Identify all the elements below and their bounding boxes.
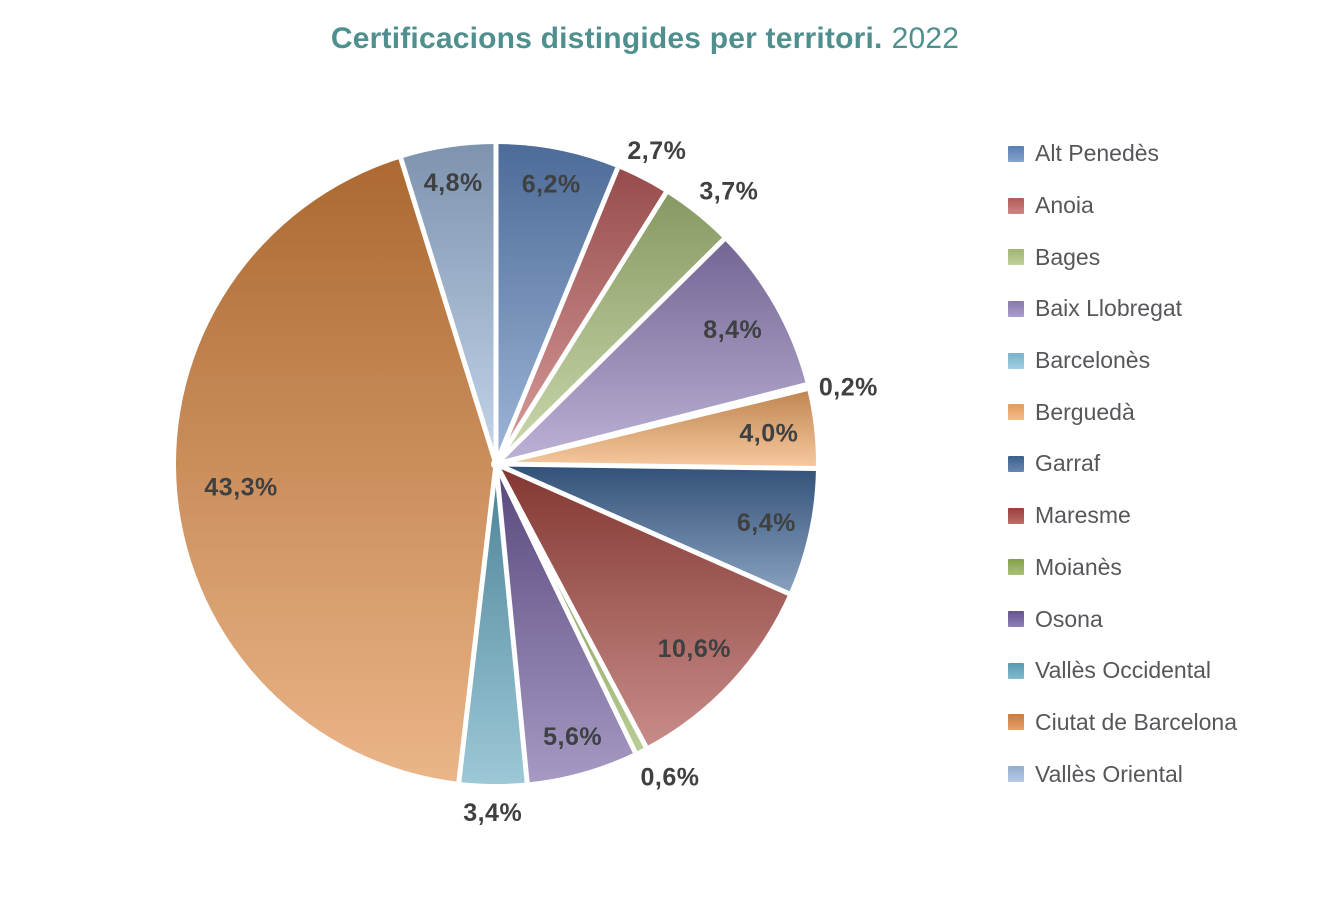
- slice-gap: [493, 462, 638, 754]
- pie-label-anoia: 2,7%: [627, 137, 686, 165]
- slice-gap: [493, 167, 620, 465]
- pie-slice-anoia: [496, 168, 666, 464]
- legend-label: Vallès Occidental: [1035, 657, 1211, 684]
- pie-label-maresme: 10,6%: [658, 635, 731, 663]
- pie-label-bages: 3,7%: [699, 178, 758, 206]
- chart-title-main: Certificacions distingides per territori…: [330, 22, 883, 55]
- pie-label-osona: 5,6%: [543, 723, 602, 751]
- legend-label: Vallès Oriental: [1035, 760, 1183, 787]
- legend-item-osona: Osona: [1008, 593, 1237, 645]
- legend-swatch-anoia: [1008, 197, 1024, 214]
- legend-label: Baix Llobregat: [1035, 295, 1183, 322]
- legend-swatch-osona: [1008, 611, 1024, 628]
- slice-gap: [494, 461, 790, 596]
- slice-gap: [398, 157, 499, 465]
- slice-gap: [493, 191, 669, 466]
- pie-center: [491, 459, 501, 469]
- legend-item-ciutat-de-barcelona: Ciutat de Barcelona: [1008, 697, 1237, 749]
- legend-item-bages: Bages: [1008, 231, 1237, 283]
- slice-gap: [495, 386, 808, 467]
- legend-item-garraf: Garraf: [1008, 438, 1237, 490]
- legend-swatch-moianes: [1008, 559, 1024, 576]
- pie-label-moianes: 0,6%: [641, 763, 700, 791]
- slice-gap: [493, 463, 530, 783]
- pie-label-bergueda: 4,0%: [739, 419, 798, 447]
- legend-label: Osona: [1035, 605, 1103, 632]
- pie-slice-maresme: [496, 464, 789, 747]
- pie-label-alt-penedes: 6,2%: [522, 171, 581, 199]
- legend-label: Berguedà: [1035, 398, 1135, 425]
- legend-swatch-baix-llobregat: [1008, 300, 1024, 317]
- legend-item-barcelones: Barcelonès: [1008, 335, 1237, 387]
- slice-gap: [494, 237, 726, 466]
- pie-label-valles-oriental: 4,8%: [424, 169, 483, 197]
- pie-slice-garraf: [496, 464, 816, 594]
- legend-item-maresme: Maresme: [1008, 490, 1237, 542]
- legend-label: Anoia: [1035, 192, 1094, 219]
- legend-swatch-valles-occidental: [1008, 662, 1024, 679]
- slice-gap: [456, 463, 499, 783]
- legend-label: Ciutat de Barcelona: [1035, 708, 1238, 735]
- legend-swatch-maresme: [1008, 507, 1024, 524]
- pie-chart: 6,2% 2,7% 3,7% 8,4% 0,2% 4,0% 6,4% 10,6% 0,6% 5,6…: [175, 137, 878, 827]
- pie-slice-valles-occidental: [458, 464, 528, 785]
- pie-label-garraf: 6,4%: [737, 509, 796, 537]
- pie-slice-baix-llobregat: [496, 239, 807, 464]
- pie-label-valles-occidental: 3,4%: [463, 799, 522, 827]
- legend-item-bergueda: Berguedà: [1008, 386, 1237, 438]
- legend-label: Maresme: [1035, 502, 1131, 529]
- legend-label: Moianès: [1035, 553, 1122, 580]
- chart-title: Certificacions distingides per territori…: [0, 22, 1290, 56]
- pie-label-barcelones: 0,2%: [819, 373, 878, 401]
- legend-swatch-valles-oriental: [1008, 766, 1024, 783]
- pie-slice-bages: [496, 192, 724, 464]
- legend-item-moianes: Moianès: [1008, 542, 1237, 594]
- legend-swatch-alt-penedes: [1008, 145, 1024, 162]
- legend: Alt Penedès Anoia Bages Baix Llobregat Barce…: [1008, 128, 1237, 800]
- legend-swatch-garraf: [1008, 455, 1024, 472]
- legend-item-alt-penedes: Alt Penedès: [1008, 128, 1237, 180]
- slice-gap: [495, 461, 817, 472]
- pie-slice-osona: [496, 464, 636, 783]
- pie-slice-ciutat-de-barcelona: [175, 158, 497, 782]
- legend-label: Alt Penedès: [1035, 140, 1160, 167]
- legend-swatch-bages: [1008, 249, 1024, 266]
- legend-label: Garraf: [1035, 450, 1101, 477]
- chart-title-year: 2022: [891, 22, 960, 55]
- legend-swatch-ciutat-de-barcelona: [1008, 714, 1024, 731]
- legend-label: Bages: [1035, 243, 1101, 270]
- pie-slice-bergueda: [496, 388, 817, 469]
- pie-label-ciutat-de-barcelona: 43,3%: [204, 474, 277, 502]
- legend-item-baix-llobregat: Baix Llobregat: [1008, 283, 1237, 335]
- legend-item-valles-occidental: Vallès Occidental: [1008, 645, 1237, 697]
- legend-item-anoia: Anoia: [1008, 180, 1237, 232]
- legend-item-valles-oriental: Vallès Oriental: [1008, 748, 1237, 800]
- legend-swatch-bergueda: [1008, 404, 1024, 421]
- legend-swatch-barcelones: [1008, 352, 1024, 369]
- legend-label: Barcelonès: [1035, 347, 1151, 374]
- pie-label-baix-llobregat: 8,4%: [703, 316, 762, 344]
